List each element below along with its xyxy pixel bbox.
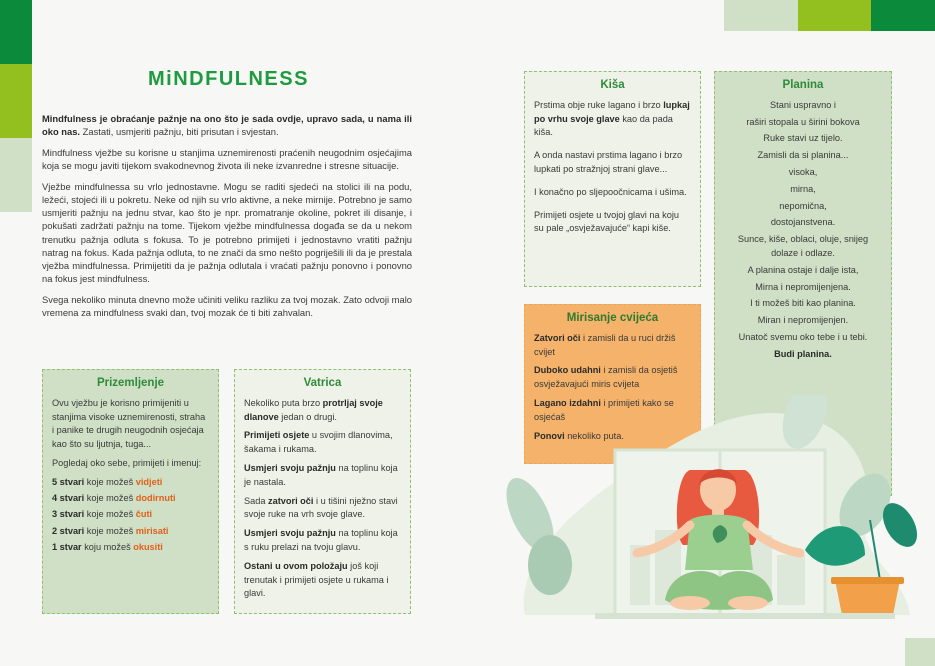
exercise-vatrica: Vatrica Nekoliko puta brzo protrljaj svo… xyxy=(234,369,411,614)
exercise-text: Ponovi nekoliko puta. xyxy=(534,430,624,441)
list-item: 1 stvar koju možeš okusiti xyxy=(52,541,163,552)
meditation-illustration xyxy=(506,395,918,619)
intro-paragraph-3: Vježbe mindfulnessa su vrlo jednostavne.… xyxy=(42,180,412,285)
planina-line: raširi stopala u širini bokova xyxy=(746,116,860,127)
decor-block-pale-top xyxy=(724,0,798,31)
exercise-text: Primijeti osjete u svojim dlanovima, šak… xyxy=(244,430,393,455)
intro-lead: Mindfulness je obraćanje pažnje na ono š… xyxy=(42,113,412,138)
plant-right xyxy=(782,395,918,581)
decor-block-dark-green xyxy=(0,0,32,64)
senses-list: 5 stvari koje možeš vidjeti 4 stvari koj… xyxy=(52,476,209,555)
list-item: 3 stvari koje možeš čuti xyxy=(52,509,153,520)
planina-line: Zamisli da si planina... xyxy=(757,150,849,161)
exercise-text: Ostani u ovom položaju još koji trenutak… xyxy=(244,560,389,599)
exercise-text: Usmjeri svoju pažnju na toplinu koja je … xyxy=(244,462,398,487)
exercise-title: Kiša xyxy=(600,79,625,91)
decor-block-lime xyxy=(0,64,32,138)
planina-line: mirna, xyxy=(790,183,816,194)
intro-lead-rest: Zastati, usmjeriti pažnju, biti prisutan… xyxy=(80,126,279,138)
exercise-prizemljenje: Prizemljenje Ovu vježbu je korisno primi… xyxy=(42,369,219,614)
planina-line: Ruke stavi uz tijelo. xyxy=(763,133,843,144)
meditating-woman xyxy=(632,469,805,610)
decor-block-lime-top xyxy=(798,0,871,31)
planina-line: Mirna i nepromijenjena. xyxy=(755,281,851,292)
exercise-text: A onda nastavi prstima lagano i brzo lup… xyxy=(534,150,683,174)
planina-closing: Budi planina. xyxy=(774,348,832,359)
planina-line: A planina ostaje i dalje ista, xyxy=(747,264,859,275)
planina-line: Miran i nepromijenjen. xyxy=(757,315,849,326)
intro-paragraph-1: Mindfulness je obraćanje pažnje na ono š… xyxy=(42,112,412,138)
planina-line: I ti možeš biti kao planina. xyxy=(750,298,856,309)
exercise-text: I konačno po sljepoočnicama i ušima. xyxy=(534,186,687,197)
floor xyxy=(595,613,895,619)
exercise-text: Prstima obje ruke lagano i brzo lupkaj p… xyxy=(534,99,690,138)
flower-pot xyxy=(835,580,900,615)
exercise-text: Pogledaj oko sebe, primijeti i imenuj: xyxy=(52,457,202,468)
exercise-text: Zatvori oči i zamisli da u ruci držiš cv… xyxy=(534,332,676,357)
planina-line: dostojanstvena. xyxy=(770,217,836,228)
plant-left xyxy=(506,477,572,595)
exercise-text: Ovu vježbu je korisno primijeniti u stan… xyxy=(52,397,206,450)
planina-line: Unatoč svemu oko tebe i u tebi. xyxy=(738,331,868,342)
list-item: 5 stvari koje možeš vidjeti xyxy=(52,476,163,487)
exercise-text: Usmjeri svoju pažnju na toplinu koja s r… xyxy=(244,528,398,552)
exercise-title: Prizemljenje xyxy=(96,377,165,389)
planina-line: Stani uspravno i xyxy=(770,99,836,110)
decor-block-corner xyxy=(905,638,935,666)
planina-line: Sunce, kiše, oblaci, oluje, snijeg dolaz… xyxy=(737,234,869,258)
list-item: 4 stvari koje možeš dodirnuti xyxy=(52,493,176,504)
intro-paragraph-2: Mindfulness vježbe su korisne u stanjima… xyxy=(42,146,412,172)
exercise-text: Primijeti osjete u tvojoj glavi na koju … xyxy=(534,209,680,234)
exercise-text: Nekoliko puta brzo protrljaj svoje dlano… xyxy=(244,397,383,422)
exercise-text: Lagano izdahni i primijeti kako se osjeć… xyxy=(534,397,674,422)
exercise-title: Planina xyxy=(782,79,824,91)
decor-block-pale xyxy=(0,138,32,212)
list-item: 2 stvari koje možeš mirisati xyxy=(52,525,169,536)
exercise-kisa: Kiša Prstima obje ruke lagano i brzo lup… xyxy=(524,71,701,287)
exercise-mirisanje: Mirisanje cvijeća Zatvori oči i zamisli … xyxy=(524,304,701,464)
planina-line: nepomična, xyxy=(779,200,827,211)
decor-block-dark-green-top xyxy=(871,0,935,31)
exercise-title: Mirisanje cvijeća xyxy=(566,312,659,324)
intro-paragraph-4: Svega nekoliko minuta dnevno može učinit… xyxy=(42,293,412,319)
exercise-text: Duboko udahni i zamisli da osjetiš osvje… xyxy=(534,365,678,390)
intro-text: Mindfulness je obraćanje pažnje na ono š… xyxy=(42,112,412,327)
planina-line: visoka, xyxy=(788,166,818,177)
exercise-title: Vatrica xyxy=(303,377,342,389)
exercise-text: Sada zatvori oči i u tišini nježno stavi… xyxy=(244,495,398,520)
page-title: MiNDFULNESS xyxy=(148,68,309,90)
